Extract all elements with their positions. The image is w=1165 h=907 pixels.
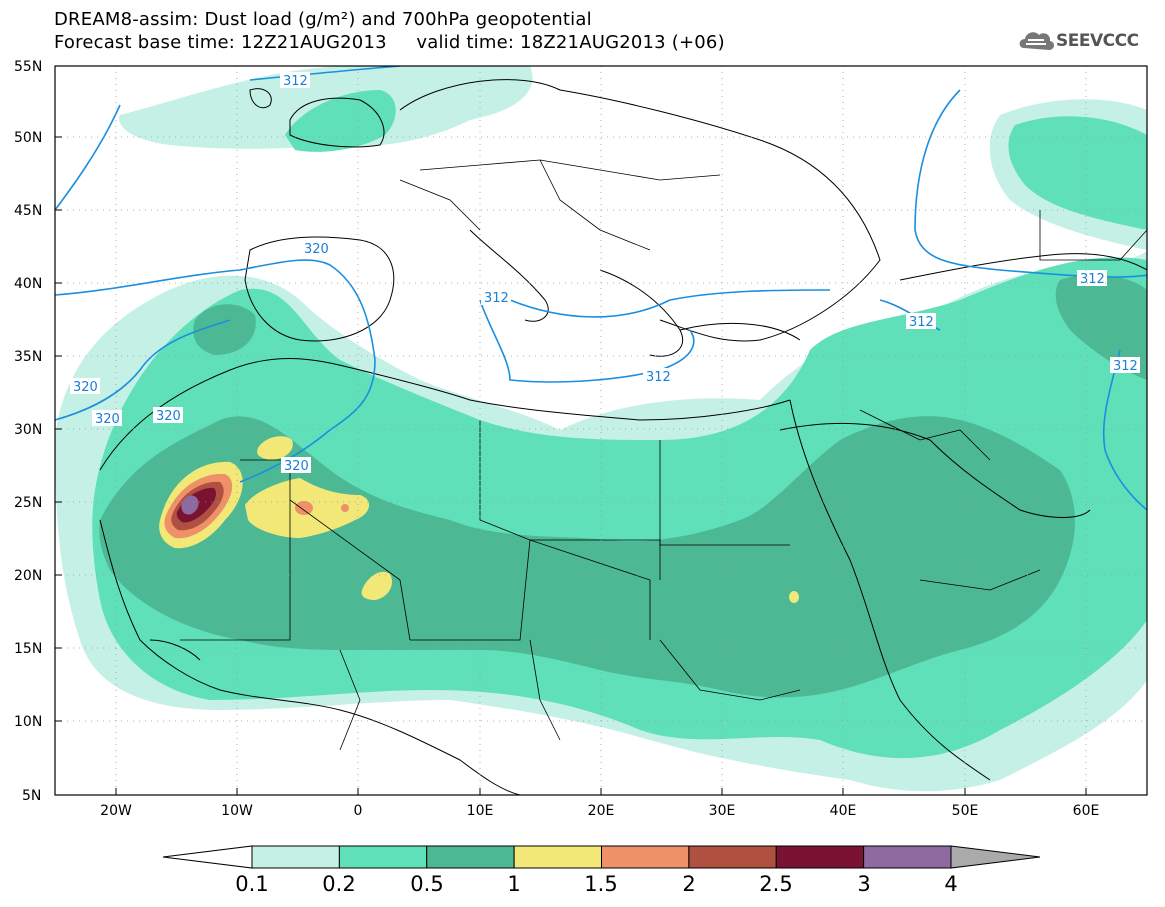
coastlines (99, 79, 1147, 795)
logo-text: SEEVCCC (1056, 31, 1139, 51)
axis-ticks (55, 65, 1087, 796)
colorbar-label: 2.5 (759, 872, 792, 896)
contour-label: 312 (484, 291, 509, 306)
contour-label: 312 (1113, 359, 1138, 374)
lat-label: 10N (14, 714, 42, 730)
contour-label: 312 (646, 370, 671, 385)
colorbar-box (426, 845, 515, 869)
dust-band-1.5-small-b (341, 504, 349, 512)
colorbar-box (863, 845, 952, 869)
colorbar-high-arrow (950, 845, 1041, 869)
dust-band-0.2-northeast (1008, 116, 1147, 230)
contour-label: 320 (156, 409, 181, 424)
dust-band-0.2-uk (285, 90, 396, 152)
dust-band-1-blob-d (361, 571, 393, 600)
colorbar-low-arrow (162, 845, 253, 869)
lat-label: 40N (14, 276, 42, 292)
lat-label: 55N (14, 59, 42, 75)
lon-label: 0 (354, 803, 363, 819)
lon-label: 50E (952, 803, 979, 819)
dust-band-0.5-ne (1055, 274, 1147, 380)
colorbar-label: 0.5 (410, 872, 443, 896)
dust-band-1.5-small (295, 501, 313, 515)
lat-label: 50N (14, 130, 42, 146)
lat-label: 25N (14, 495, 42, 511)
lat-label: 35N (14, 349, 42, 365)
colorbar-box (338, 845, 428, 869)
colorbar-box (513, 845, 602, 869)
cloud-icon (1019, 32, 1055, 50)
colorbar-label: 1.5 (584, 872, 617, 896)
latitude-labels: 55N 50N 45N 40N 35N 30N 25N 20N 15N 10N … (14, 59, 42, 804)
colorbar-label: 0.2 (322, 872, 355, 896)
colorbar-label: 3 (857, 872, 870, 896)
dust-band-1-blob-c (257, 436, 293, 460)
colorbar-box (251, 845, 340, 869)
lon-label: 40E (830, 803, 857, 819)
colorbar-box (775, 845, 865, 869)
lon-label: 30E (709, 803, 736, 819)
dust-band-0.5 (99, 416, 1076, 698)
contour-labels: 312 312 320 312 312 312 312 320 320 320 … (70, 72, 1140, 474)
colorbar: 0.1 0.2 0.5 1 1.5 2 2.5 3 4 (162, 845, 1041, 896)
dust-band-0.5-nw (193, 304, 256, 355)
lon-label: 10E (467, 803, 494, 819)
colorbar-label: 1 (507, 872, 520, 896)
colorbar-label: 2 (682, 872, 695, 896)
lat-label: 30N (14, 422, 42, 438)
forecast-time-subtitle: Forecast base time: 12Z21AUG2013 valid t… (54, 32, 725, 53)
contour-label: 312 (909, 315, 934, 330)
lat-label: 15N (14, 641, 42, 657)
contour-label: 320 (73, 380, 98, 395)
lon-label: 20W (100, 803, 132, 819)
colorbar-label: 4 (944, 872, 957, 896)
country-borders (180, 159, 1147, 751)
dust-band-3 (181, 495, 199, 515)
colorbar-box (688, 845, 777, 869)
longitude-labels: 20W 10W 0 10E 20E 30E 40E 50E 60E (100, 803, 1099, 819)
contour-label: 320 (304, 242, 329, 257)
contour-label: 320 (95, 412, 120, 427)
lat-label: 5N (22, 788, 41, 804)
contour-label: 312 (283, 74, 308, 89)
lon-label: 10W (221, 803, 253, 819)
graticule (55, 66, 1147, 795)
colorbar-label: 0.1 (235, 872, 268, 896)
lon-label: 60E (1073, 803, 1100, 819)
map-title: DREAM8-assim: Dust load (g/m²) and 700hP… (54, 9, 592, 30)
colorbar-box (601, 845, 690, 869)
contour-label: 320 (284, 459, 309, 474)
lon-label: 20E (588, 803, 615, 819)
dust-field: 312 312 320 312 312 312 312 320 320 320 … (55, 66, 1147, 795)
lat-label: 20N (14, 568, 42, 584)
lat-label: 45N (14, 203, 42, 219)
contour-label: 312 (1080, 272, 1105, 287)
seevccc-logo: SEEVCCC (1016, 24, 1156, 60)
dust-band-1-blob-e (789, 591, 799, 603)
